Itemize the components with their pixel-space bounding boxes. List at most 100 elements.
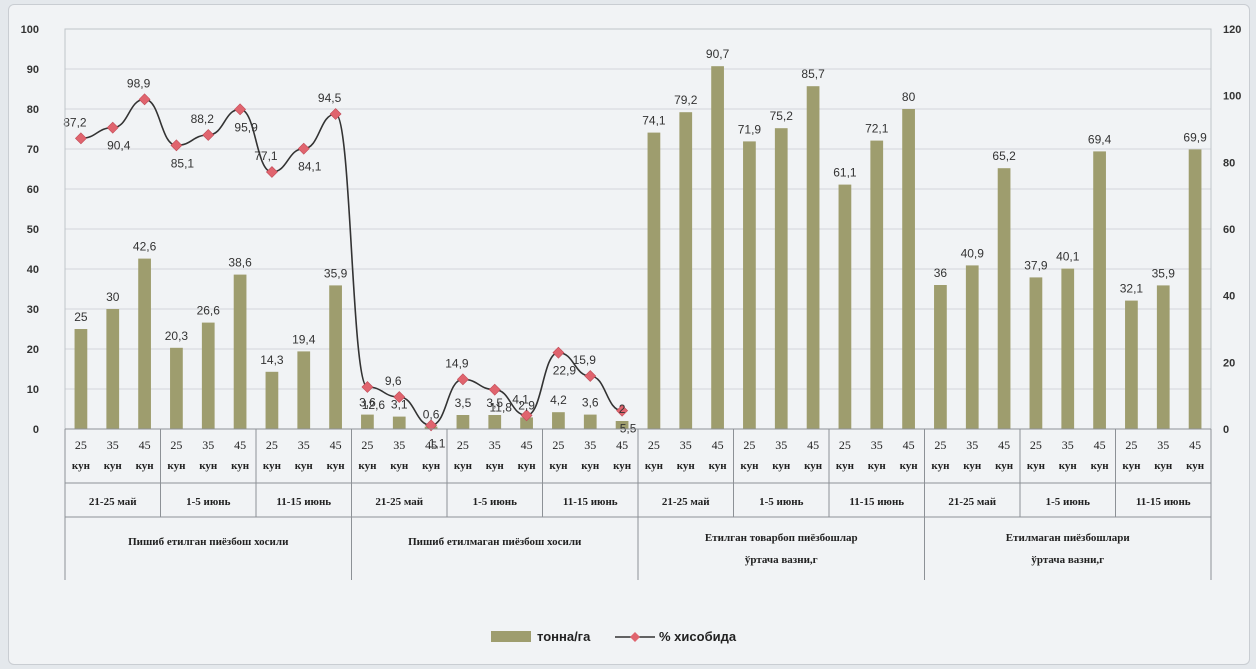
x-tick-number: 45 (616, 438, 628, 452)
legend-line-label: % хисобида (659, 629, 737, 644)
x-tick-number: 25 (934, 438, 946, 452)
date-label: 11-15 июнь (276, 496, 331, 508)
date-label: 11-15 июнь (1136, 496, 1191, 508)
bar (456, 415, 470, 429)
y-tick-label-left: 50 (27, 224, 39, 236)
x-tick-number: 45 (998, 438, 1010, 452)
line-point-marker (234, 103, 247, 116)
bar-data-label: 75,2 (770, 109, 794, 123)
x-tick-number: 35 (107, 438, 119, 452)
x-tick-unit: кун (677, 460, 696, 472)
bar (615, 421, 629, 429)
x-tick-number: 45 (234, 438, 246, 452)
legend-line-marker (630, 632, 640, 642)
group-label: Пишиб етилмаган пиёзбош хосили (408, 536, 582, 548)
line-point-marker (488, 383, 501, 396)
y-tick-label-left: 30 (27, 304, 39, 316)
bar (297, 351, 311, 429)
x-tick-unit: кун (1059, 460, 1078, 472)
bar-data-label: 40,9 (961, 246, 985, 260)
category-axis-table: 25 кун 35 кун 45 кун 25 кун 35 кун 45 кун 25 кун 35 кун… (64, 428, 1212, 580)
line-point-marker (74, 132, 87, 145)
date-label: 1-5 июнь (186, 496, 230, 508)
bar-data-label: 2 (619, 402, 626, 416)
x-tick-number: 35 (202, 438, 214, 452)
x-tick-unit: кун (104, 460, 123, 472)
x-tick-number: 25 (648, 438, 660, 452)
x-tick-number: 45 (330, 438, 342, 452)
bar-data-label: 4,2 (550, 393, 567, 407)
x-tick-number: 25 (75, 438, 87, 452)
bar (74, 329, 88, 429)
data-labels: 25 30 42,6 20,3 26,6 38,6 14,3 19,4 35,9 3,6 3,1 0,… (63, 47, 1207, 450)
bar (392, 416, 406, 429)
x-tick-number: 45 (139, 438, 151, 452)
bar-data-label: 71,9 (738, 122, 762, 136)
bar (743, 141, 756, 429)
x-tick-number: 45 (903, 438, 915, 452)
x-tick-unit: кун (931, 460, 950, 472)
group-label: Етилган товарбоп пиёзбошлар ўртача вазни,… (705, 532, 858, 566)
bar-data-label: 2,9 (518, 398, 535, 412)
bar-data-label: 26,6 (197, 304, 221, 318)
line-point-marker (297, 142, 310, 155)
bar (1093, 151, 1106, 429)
x-tick-unit: кун (1186, 460, 1205, 472)
bar (870, 140, 884, 429)
group-label: Етилмаган пиёзбошлари ўртача вазни,г (1006, 532, 1131, 566)
y-tick-label-right: 100 (1223, 91, 1241, 103)
bar (1029, 277, 1043, 429)
line-data-label: 98,9 (127, 76, 151, 90)
date-label: 1-5 июнь (759, 496, 803, 508)
bar-data-label: 35,9 (324, 266, 348, 280)
x-tick-unit: кун (868, 460, 887, 472)
bar-data-label: 40,1 (1056, 250, 1080, 264)
x-tick-unit: кун (136, 460, 155, 472)
bar-data-label: 3,6 (582, 396, 599, 410)
y-tick-label-right: 80 (1223, 157, 1235, 169)
x-tick-number: 25 (266, 438, 278, 452)
bar (1125, 300, 1138, 429)
bar (329, 285, 342, 429)
bar-data-label: 30 (106, 290, 120, 304)
x-tick-unit: кун (772, 460, 791, 472)
line-data-label: 14,9 (445, 356, 469, 370)
line-series (74, 93, 629, 432)
bar (233, 274, 247, 429)
x-tick-unit: кун (740, 460, 759, 472)
line-point-marker (138, 93, 151, 106)
y-tick-label-right: 60 (1223, 224, 1235, 236)
date-label: 21-25 май (375, 496, 423, 508)
bar (679, 112, 693, 429)
x-tick-number: 25 (170, 438, 182, 452)
bar-data-label: 32,1 (1120, 282, 1144, 296)
x-tick-unit: кун (995, 460, 1014, 472)
x-tick-number: 45 (425, 438, 437, 452)
x-tick-number: 35 (871, 438, 883, 452)
y-tick-label-left: 100 (21, 24, 39, 36)
y-tick-label-left: 90 (27, 64, 39, 76)
legend-bar-swatch (491, 631, 531, 642)
x-tick-unit: кун (900, 460, 919, 472)
bar-data-label: 65,2 (992, 149, 1016, 163)
y-tick-label-right: 0 (1223, 424, 1229, 436)
line-data-label: 87,2 (63, 115, 87, 129)
bar (806, 86, 820, 429)
bar (1188, 149, 1202, 429)
x-tick-number: 35 (584, 438, 596, 452)
bar (488, 415, 502, 429)
y-tick-label-right: 120 (1223, 24, 1241, 36)
x-tick-unit: кун (263, 460, 282, 472)
bar (361, 414, 374, 429)
bar (106, 309, 120, 429)
bar (265, 371, 279, 429)
line-data-label: 95,9 (234, 120, 258, 134)
bar (552, 412, 565, 429)
x-tick-unit: кун (1027, 460, 1046, 472)
line-data-label: 9,6 (385, 374, 402, 388)
bar-data-label: 14,3 (260, 353, 284, 367)
y-tick-label-right: 20 (1223, 357, 1235, 369)
bar-data-label: 69,4 (1088, 132, 1112, 146)
x-tick-unit: кун (836, 460, 855, 472)
legend-bar-label: тонна/га (537, 629, 591, 644)
